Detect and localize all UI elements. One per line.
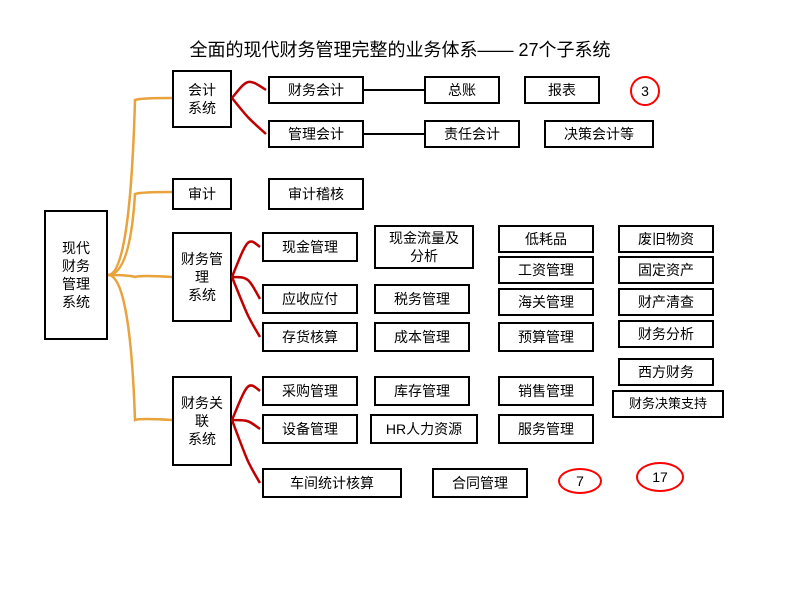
label: 废旧物资	[638, 230, 694, 248]
count-7: 7	[558, 468, 602, 494]
node-fixed: 固定资产	[618, 256, 714, 284]
node-resp-acc: 责任会计	[424, 120, 520, 148]
branch-finrel: 财务关 联 系统	[172, 376, 232, 466]
label: 财务决策支持	[629, 396, 707, 413]
node-purchase: 采购管理	[262, 376, 358, 406]
label: 总账	[448, 81, 476, 99]
node-budget: 预算管理	[498, 322, 594, 352]
label: 合同管理	[452, 474, 508, 492]
label: 工资管理	[518, 261, 574, 279]
label: 成本管理	[394, 328, 450, 346]
count-17: 17	[636, 462, 684, 492]
branch-finmgmt-label: 财务管 理 系统	[181, 250, 223, 305]
node-ar-ap: 应收应付	[262, 284, 358, 314]
label: 审计稽核	[288, 185, 344, 203]
label: 财产清查	[638, 293, 694, 311]
node-cash-mgmt: 现金管理	[262, 232, 358, 262]
label: 税务管理	[394, 290, 450, 308]
label: 西方财务	[638, 363, 694, 381]
branch-finmgmt: 财务管 理 系统	[172, 232, 232, 322]
label: 3	[641, 83, 649, 99]
node-contract: 合同管理	[432, 468, 528, 498]
node-audit-chk: 审计稽核	[268, 178, 364, 210]
node-workshop: 车间统计核算	[262, 468, 402, 498]
label: 应收应付	[282, 290, 338, 308]
label: 海关管理	[518, 293, 574, 311]
branch-finrel-label: 财务关 联 系统	[181, 394, 223, 449]
label: 财务分析	[638, 325, 694, 343]
label: 财务会计	[288, 81, 344, 99]
label: 服务管理	[518, 420, 574, 438]
node-inv-calc: 存货核算	[262, 322, 358, 352]
node-stock: 库存管理	[374, 376, 470, 406]
node-fin-acc: 财务会计	[268, 76, 364, 104]
node-salary: 工资管理	[498, 256, 594, 284]
node-customs: 海关管理	[498, 288, 594, 316]
node-report: 报表	[524, 76, 600, 104]
node-cashflow: 现金流量及 分析	[374, 225, 474, 269]
label: HR人力资源	[386, 420, 462, 438]
node-sales: 销售管理	[498, 376, 594, 406]
count-3: 3	[630, 76, 660, 106]
branch-audit-label: 审计	[188, 185, 216, 203]
label: 决策会计等	[564, 125, 634, 143]
label: 现金流量及 分析	[389, 229, 459, 265]
node-fin-ds: 财务决策支持	[612, 390, 724, 418]
label: 存货核算	[282, 328, 338, 346]
page-title: 全面的现代财务管理完整的业务体系—— 27个子系统	[0, 36, 800, 62]
node-hr: HR人力资源	[370, 414, 478, 444]
node-cost: 成本管理	[374, 322, 470, 352]
branch-audit: 审计	[172, 178, 232, 210]
label: 销售管理	[518, 382, 574, 400]
label: 责任会计	[444, 125, 500, 143]
node-low: 低耗品	[498, 225, 594, 253]
node-west-fin: 西方财务	[618, 358, 714, 386]
branch-accounting-label: 会计 系统	[188, 81, 216, 117]
node-asset-chk: 财产清查	[618, 288, 714, 316]
node-equip: 设备管理	[262, 414, 358, 444]
label: 报表	[548, 81, 576, 99]
label: 固定资产	[638, 261, 694, 279]
node-mgmt-acc: 管理会计	[268, 120, 364, 148]
node-service: 服务管理	[498, 414, 594, 444]
node-dec-acc: 决策会计等	[544, 120, 654, 148]
node-fin-analysis: 财务分析	[618, 320, 714, 348]
node-scrap: 废旧物资	[618, 225, 714, 253]
root-node: 现代 财务 管理 系统	[44, 210, 108, 340]
node-tax: 税务管理	[374, 284, 470, 314]
root-label: 现代 财务 管理 系统	[62, 239, 90, 312]
label: 管理会计	[288, 125, 344, 143]
label: 车间统计核算	[290, 474, 374, 492]
label: 库存管理	[394, 382, 450, 400]
label: 设备管理	[282, 420, 338, 438]
label: 采购管理	[282, 382, 338, 400]
node-gl: 总账	[424, 76, 500, 104]
label: 现金管理	[282, 238, 338, 256]
label: 17	[652, 469, 668, 485]
label: 预算管理	[518, 328, 574, 346]
branch-accounting: 会计 系统	[172, 70, 232, 128]
label: 低耗品	[525, 230, 567, 248]
label: 7	[576, 473, 584, 489]
